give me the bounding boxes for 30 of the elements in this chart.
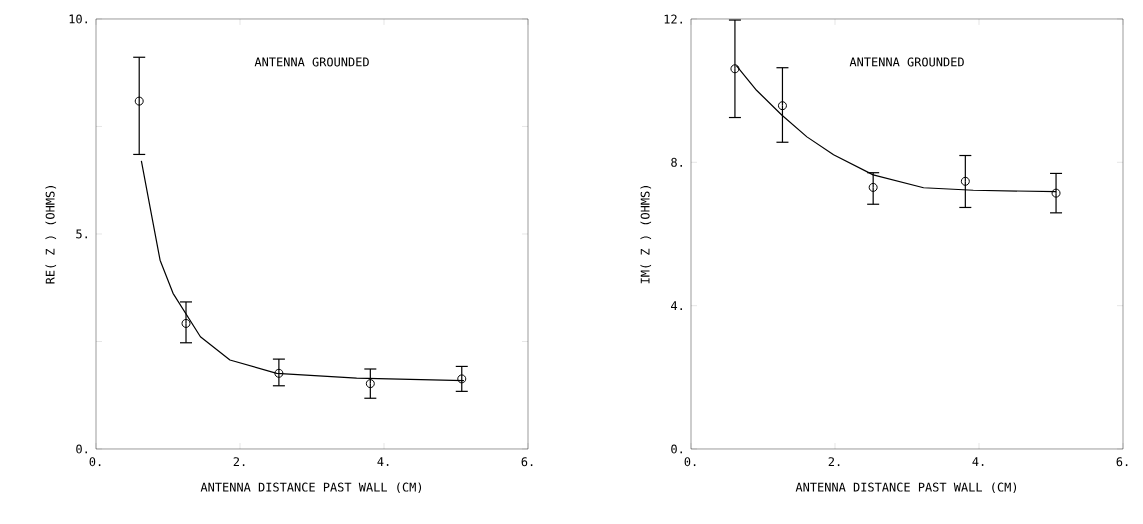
point xyxy=(868,182,878,192)
point xyxy=(274,368,284,378)
point xyxy=(365,379,375,389)
y-tick-label: 10. xyxy=(69,14,87,24)
x-tick-label: 0. xyxy=(684,457,696,467)
x-tick-label: 6. xyxy=(1116,457,1128,467)
point xyxy=(181,318,191,328)
annotation: ANTENNA GROUNDED xyxy=(849,57,964,67)
y-tick-label: 0. xyxy=(76,444,87,454)
x-tick-label: 2. xyxy=(828,457,840,467)
x-tick-label: 4. xyxy=(377,457,389,466)
y-tick-label: 0. xyxy=(671,444,682,454)
y-axis-title: IM( Z ) (OHMS) xyxy=(640,186,652,284)
y-tick-label: 12. xyxy=(664,14,682,24)
x-axis-title: ANTENNA DISTANCE PAST WALL (CM) xyxy=(200,482,422,494)
y-axis-title: RE( Z ) (OHMS) xyxy=(45,186,57,284)
point xyxy=(134,96,144,106)
annotation: ANTENNA GROUNDED xyxy=(254,57,369,67)
x-tick-label: 6. xyxy=(521,457,533,467)
y-tick-label: 5. xyxy=(76,229,87,239)
x-tick-label: 4. xyxy=(972,457,984,466)
x-tick-label: 2. xyxy=(233,457,245,467)
point xyxy=(777,101,787,111)
point xyxy=(1051,188,1061,198)
y-tick-label: 8. xyxy=(671,157,682,167)
y-tick-label: 4. xyxy=(671,301,682,311)
point xyxy=(730,64,740,74)
x-tick-label: 0. xyxy=(89,457,101,467)
x-axis-title: ANTENNA DISTANCE PAST WALL (CM) xyxy=(795,482,1017,494)
point xyxy=(960,176,970,186)
